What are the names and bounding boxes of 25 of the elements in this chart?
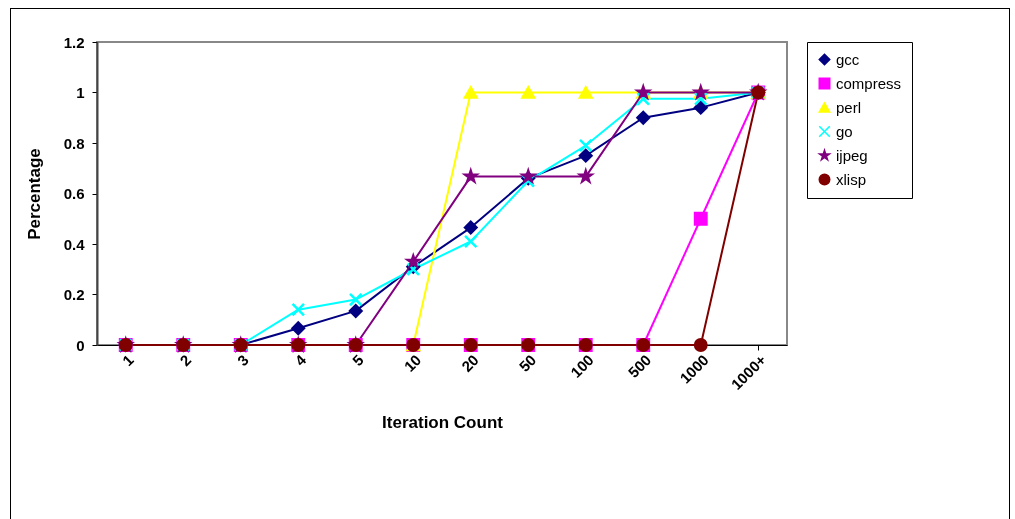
legend-label: go [836, 122, 853, 140]
y-tick-label: 0.6 [63, 185, 85, 202]
legend-label: compress [836, 74, 902, 92]
x-tick-label: 4 [291, 350, 310, 370]
y-tick-label: 1 [76, 84, 85, 101]
x-tick-label: 2 [176, 351, 195, 370]
legend-label: ijpeg [836, 146, 868, 164]
x-tick-label: 100 [567, 351, 597, 381]
y-tick-label: 0.4 [63, 235, 86, 253]
legend-label: perl [836, 98, 862, 116]
x-tick-label: 1 [118, 351, 137, 370]
y-axis-title: Percentage [24, 148, 44, 240]
x-tick-label: 10 [400, 351, 425, 375]
x-tick-label: 500 [624, 351, 655, 381]
x-tick-label: 5 [348, 351, 367, 370]
x-tick-label: 50 [515, 351, 540, 375]
y-tick-label: 1.2 [63, 33, 85, 51]
x-axis-title: Iteration Count [382, 412, 504, 432]
y-tick-label: 0.2 [63, 286, 85, 303]
legend-label: xlisp [836, 170, 867, 188]
y-tick-label: 0.8 [63, 134, 85, 152]
x-tick-label: 3 [233, 351, 252, 370]
legend-label: gcc [836, 50, 860, 68]
x-tick-label: 20 [458, 351, 482, 375]
y-tick-label: 0 [76, 336, 85, 354]
